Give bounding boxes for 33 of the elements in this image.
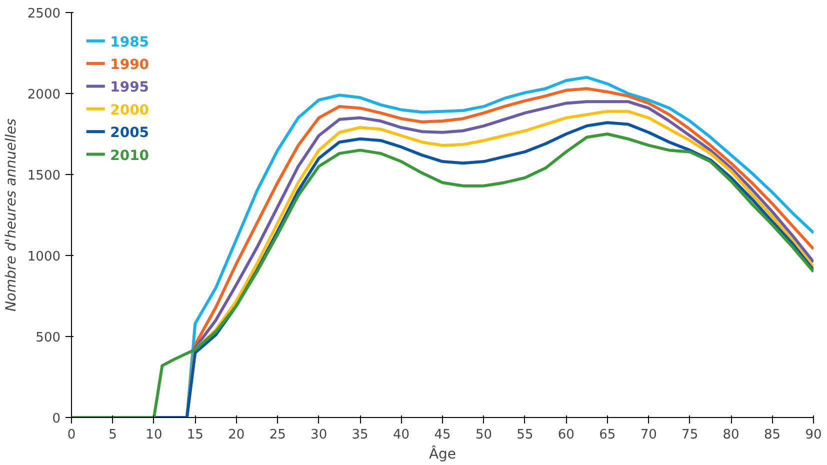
y-tick-label: 500: [36, 330, 61, 346]
y-tick-label: 1000: [27, 250, 61, 264]
x-tick-label: 70: [640, 428, 657, 442]
y-tick-label: 1500: [27, 168, 61, 184]
y-tick-label: 2500: [27, 6, 61, 22]
legend-label: 2010: [110, 148, 150, 164]
x-tick-label: 75: [682, 428, 698, 442]
x-tick-label: 55: [516, 428, 534, 442]
y-tick-label: 0: [52, 412, 61, 426]
legend-label: 2005: [110, 125, 150, 142]
legend-label: 1985: [110, 34, 150, 50]
legend-label: 2000: [110, 102, 150, 118]
x-tick-label: 40: [393, 428, 410, 442]
x-axis-title: Âge: [428, 446, 456, 462]
x-tick-label: 10: [146, 428, 162, 442]
y-tick-label: 2000: [27, 88, 61, 102]
x-tick-label: 30: [310, 428, 328, 442]
x-tick-label: 80: [722, 428, 740, 442]
x-tick-label: 15: [186, 428, 204, 442]
x-tick-label: 65: [599, 428, 616, 442]
y-axis-title: Nombre d'heures annuelles: [3, 118, 20, 312]
x-tick-label: 45: [434, 428, 451, 442]
x-tick-label: 0: [67, 428, 76, 442]
x-tick-label: 5: [108, 428, 117, 442]
legend-label: 1990: [110, 57, 150, 74]
x-tick-label: 20: [228, 428, 245, 442]
x-tick-label: 90: [805, 428, 822, 442]
x-tick-label: 25: [269, 428, 286, 442]
legend-label: 1995: [110, 80, 150, 96]
x-tick-label: 35: [352, 428, 368, 442]
x-tick-label: 50: [475, 428, 492, 442]
x-tick-label: 85: [764, 428, 781, 442]
x-tick-label: 60: [558, 428, 574, 442]
